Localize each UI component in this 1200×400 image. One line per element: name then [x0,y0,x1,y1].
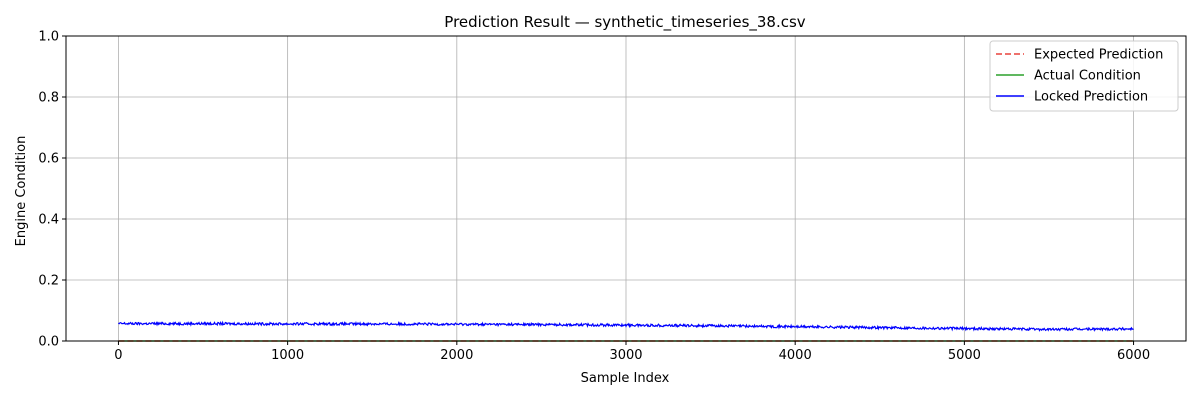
y-axis-label: Engine Condition [14,136,29,247]
y-tick-label: 0.4 [38,213,59,228]
chart-title: Prediction Result — synthetic_timeseries… [444,13,806,32]
legend: Expected Prediction Actual Condition Locke… [989,40,1179,112]
series-line-locked-prediction [118,320,1134,332]
legend-label-locked-prediction: Locked Prediction [1034,90,1148,105]
x-axis-label: Sample Index [581,371,670,386]
x-tick-label: 0 [114,348,122,363]
x-tick-label: 4000 [779,348,812,363]
y-tick-label: 0.6 [38,152,59,167]
x-tick-label: 5000 [948,348,981,363]
x-ticks: 0 1000 2000 3000 4000 5000 6000 [114,341,1150,363]
x-tick-label: 6000 [1117,348,1150,363]
y-ticks: 0.0 0.2 0.4 0.6 0.8 1.0 [38,30,66,350]
y-tick-label: 0.0 [38,335,59,350]
y-tick-label: 0.2 [38,274,59,289]
legend-label-actual-condition: Actual Condition [1034,69,1141,84]
legend-label-expected-prediction: Expected Prediction [1034,48,1163,63]
x-tick-label: 3000 [609,348,642,363]
x-tick-label: 2000 [440,348,473,363]
y-tick-label: 0.8 [38,91,59,106]
y-tick-label: 1.0 [38,30,59,45]
legend-box [989,40,1179,112]
x-tick-label: 1000 [271,348,304,363]
